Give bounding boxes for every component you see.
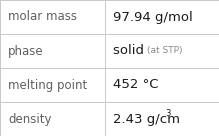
Text: solid: solid xyxy=(113,44,152,58)
Text: melting point: melting point xyxy=(8,78,87,92)
Text: 452 °C: 452 °C xyxy=(113,78,159,92)
Text: 2.43 g/cm: 2.43 g/cm xyxy=(113,112,180,126)
Text: 97.94 g/mol: 97.94 g/mol xyxy=(113,10,193,24)
Text: molar mass: molar mass xyxy=(8,10,77,24)
Text: 3: 3 xyxy=(165,109,170,118)
Text: density: density xyxy=(8,112,51,126)
Text: phase: phase xyxy=(8,44,44,58)
Text: (at STP): (at STP) xyxy=(147,47,182,55)
